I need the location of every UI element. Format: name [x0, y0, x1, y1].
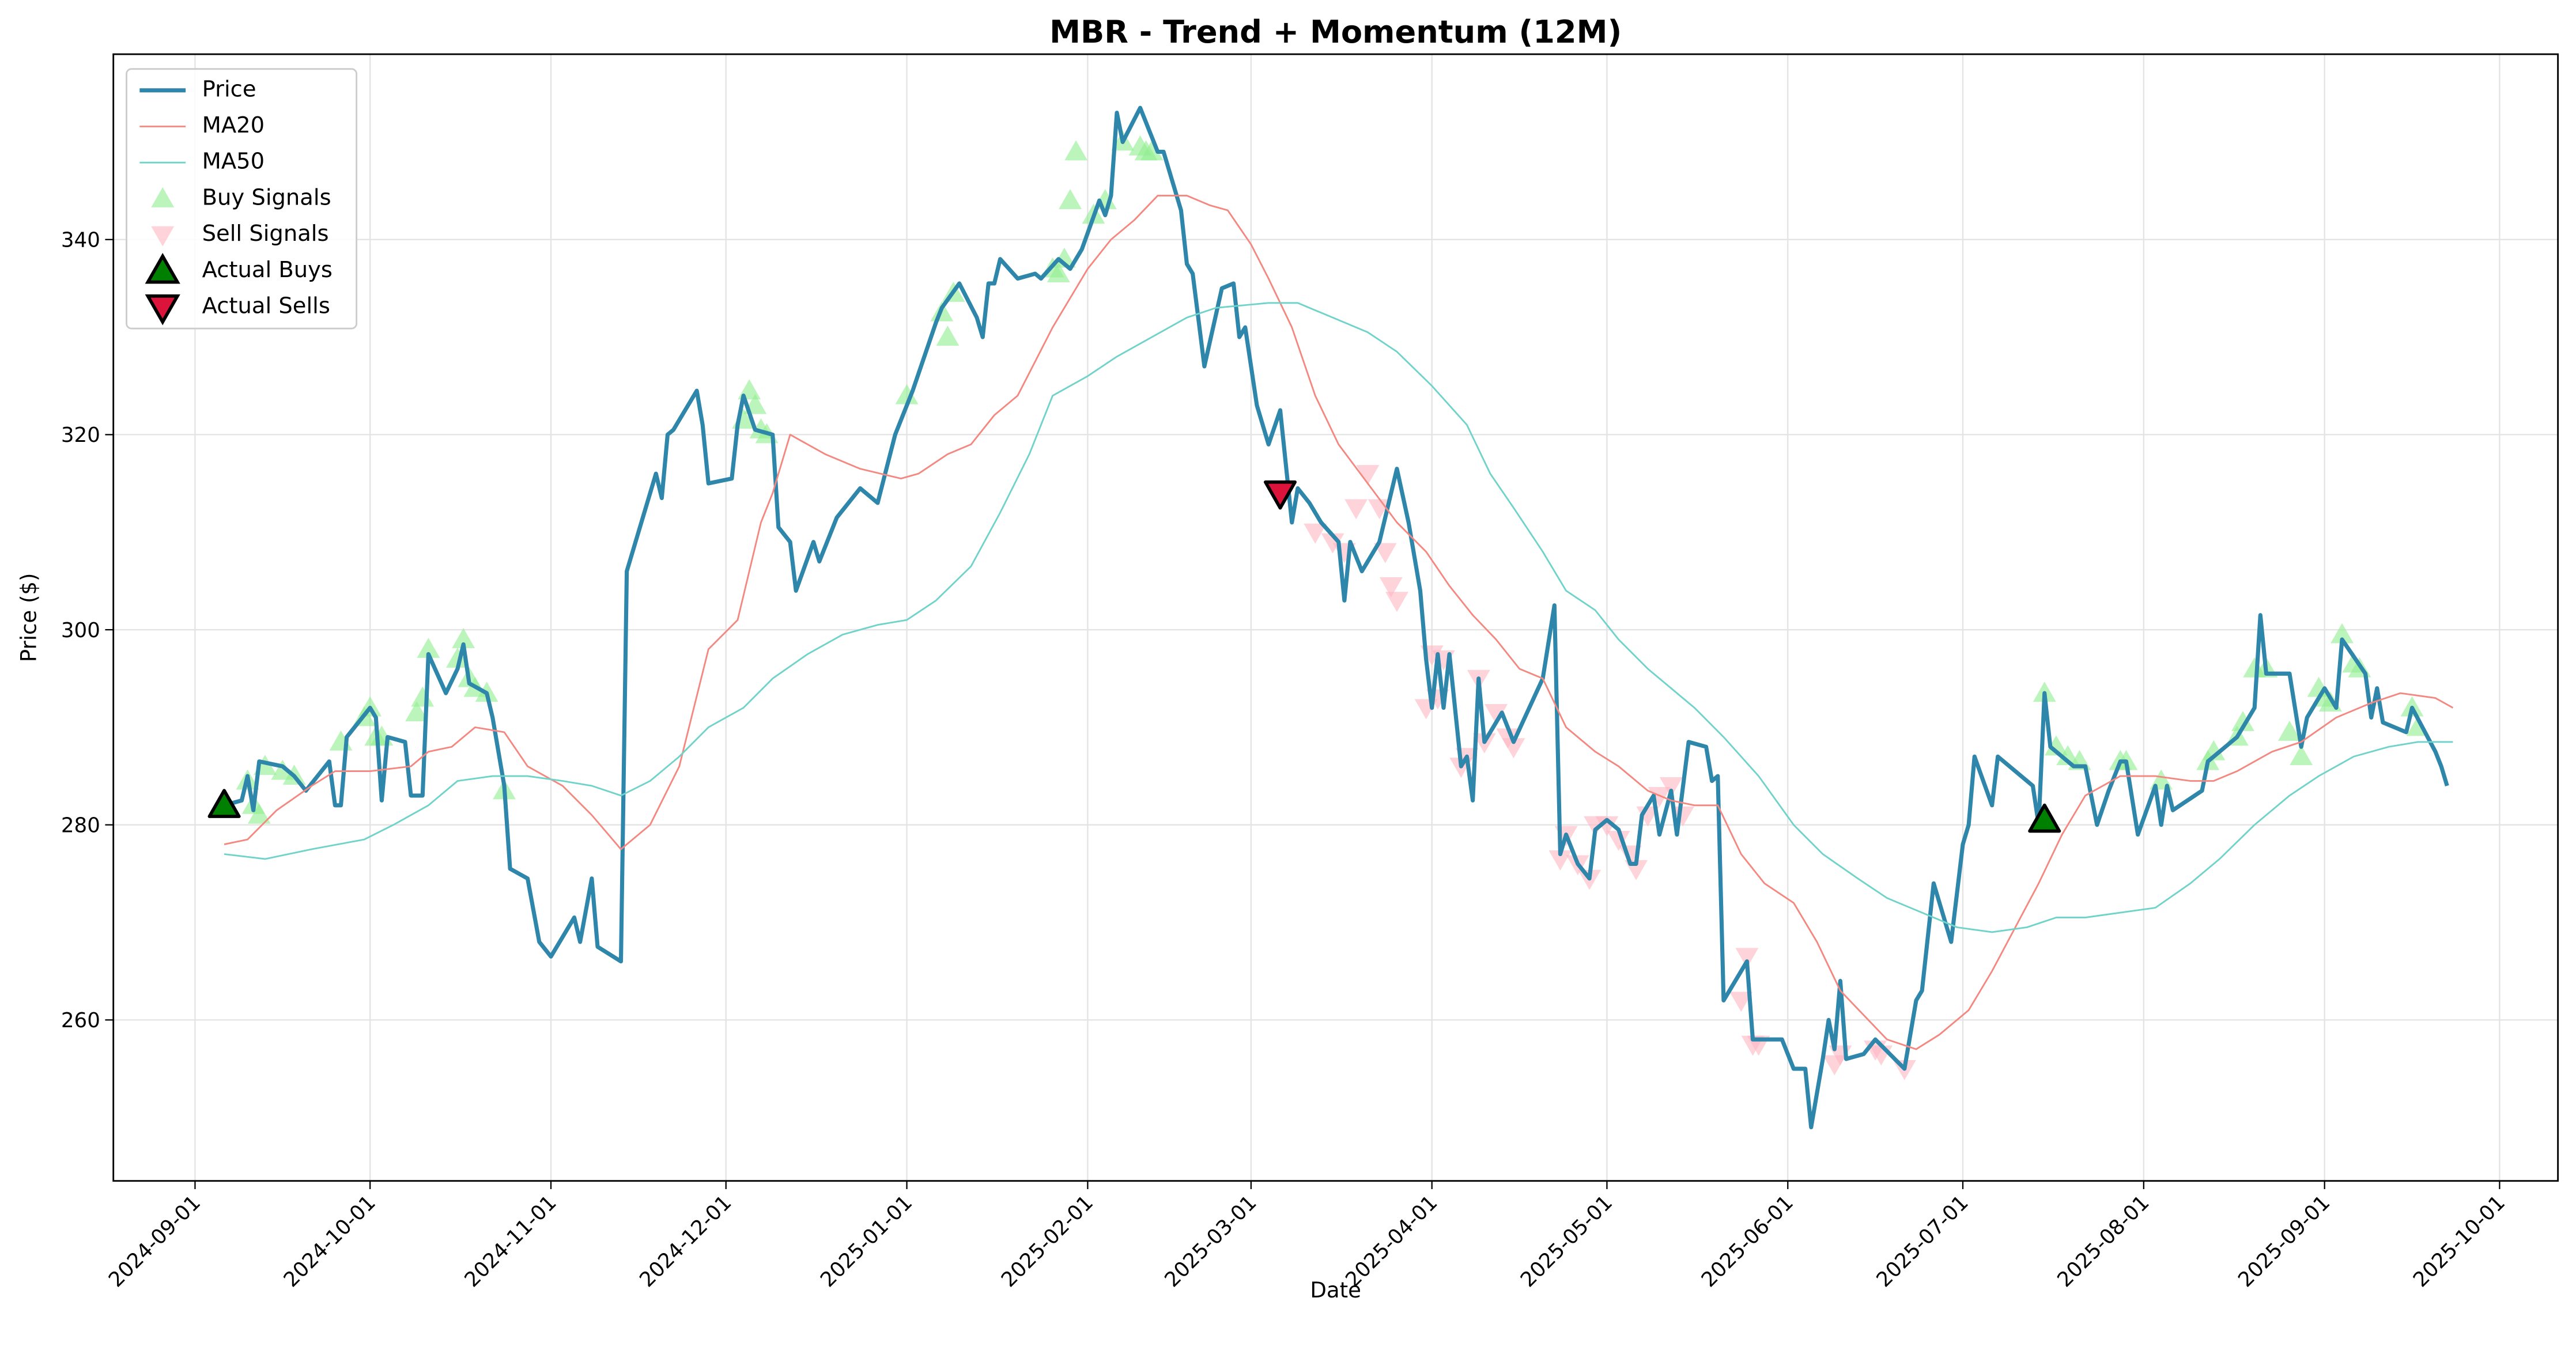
signal-marker — [1671, 806, 1695, 827]
signal-marker — [1659, 777, 1683, 797]
signal-marker — [207, 789, 241, 818]
signal-marker — [936, 326, 960, 346]
signal-marker — [1548, 850, 1572, 871]
signal-marker — [2277, 720, 2301, 741]
signal-marker — [452, 628, 475, 648]
line-series — [224, 105, 2449, 1130]
y-tick-label: 280 — [61, 814, 100, 838]
signal-marker — [1304, 523, 1327, 544]
y-tick-label: 320 — [61, 423, 100, 447]
signal-marker — [1485, 704, 1508, 724]
signal-marker — [2056, 745, 2080, 766]
signal-marker — [895, 384, 919, 404]
signal-marker — [2202, 740, 2226, 760]
signal-marker — [1059, 189, 1082, 210]
y-tick-label: 340 — [61, 229, 100, 252]
plot-frame — [112, 53, 2559, 1182]
signal-marker — [446, 647, 469, 668]
signal-marker — [405, 701, 429, 721]
legend-swatch — [151, 187, 175, 207]
signal-marker — [1356, 465, 1380, 486]
legend-swatch — [151, 226, 175, 247]
chart-title: MBR - Trend + Momentum (12M) — [1049, 14, 1622, 50]
signal-marker — [1607, 831, 1630, 852]
signal-marker — [1263, 480, 1297, 510]
signal-marker — [1321, 533, 1344, 554]
signal-marker — [2045, 735, 2068, 756]
signal-marker — [2290, 745, 2313, 766]
legend-label: Buy Signals — [202, 184, 331, 210]
signal-marker — [1595, 816, 1619, 837]
signal-marker — [271, 759, 294, 780]
legend-label: Price — [202, 76, 256, 102]
signal-marker — [1385, 592, 1408, 612]
signal-marker — [1052, 247, 1076, 268]
legend-label: Sell Signals — [202, 221, 329, 247]
line-series — [224, 302, 2453, 933]
legend-swatch — [145, 252, 180, 284]
legend-label: MA20 — [202, 112, 265, 138]
signal-marker — [1502, 738, 1525, 759]
signal-marker — [1379, 577, 1403, 597]
signal-marker — [417, 637, 440, 658]
signal-marker — [2028, 803, 2061, 833]
signal-marker — [1368, 499, 1391, 520]
grid — [113, 54, 2558, 1181]
signal-marker — [1373, 543, 1397, 563]
legend-label: Actual Buys — [202, 257, 333, 283]
signal-marker — [1735, 948, 1759, 968]
y-tick-label: 260 — [61, 1009, 100, 1032]
x-axis-label: Date — [1310, 1278, 1361, 1303]
signal-marker — [1064, 140, 1088, 161]
y-axis-label: Price ($) — [17, 573, 41, 663]
signal-marker — [1648, 786, 1671, 807]
legend-label: Actual Sells — [202, 293, 330, 319]
signal-marker — [2231, 710, 2254, 731]
signal-marker — [1344, 499, 1368, 520]
legend-label: MA50 — [202, 149, 265, 175]
y-tick-label: 300 — [61, 619, 100, 642]
legend-box — [126, 68, 358, 330]
signal-marker — [247, 803, 271, 824]
signal-marker — [2331, 623, 2354, 644]
signal-marker — [1047, 262, 1070, 283]
line-series — [224, 195, 2454, 1050]
signal-marker — [1729, 992, 1753, 1012]
signal-marker — [1140, 140, 1164, 161]
legend-swatch — [145, 294, 180, 326]
